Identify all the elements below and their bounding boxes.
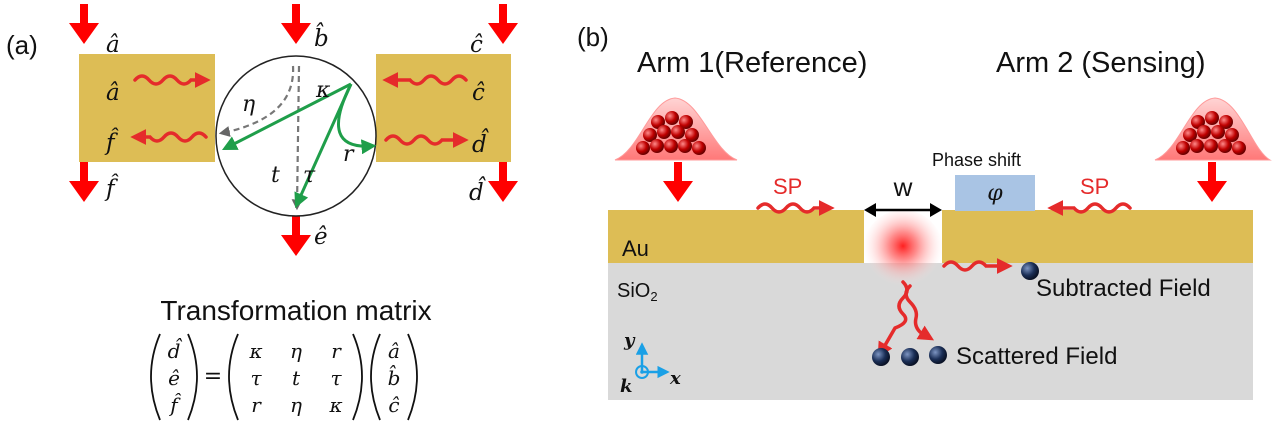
t-path-dashed xyxy=(291,65,303,211)
wavy-arrow-c-left-icon xyxy=(382,72,468,88)
arm2-title: Arm 2 (Sensing) xyxy=(996,47,1206,79)
axis-x-label: x xyxy=(669,368,681,389)
rhs-c: ĉ xyxy=(388,393,399,417)
matrix-cell: τ xyxy=(250,366,262,390)
gold-film-left xyxy=(608,210,864,263)
nanoparticle-icon xyxy=(929,346,947,364)
axis-y-label: y xyxy=(623,330,636,351)
rhs-b: b̂ xyxy=(388,364,401,390)
matrix-cell: r xyxy=(331,339,342,363)
matrix-cell: η xyxy=(290,339,302,363)
sp-label-right: SP xyxy=(1080,174,1109,199)
sp-wave-left-icon xyxy=(756,200,835,216)
output-arrow-d-icon xyxy=(488,162,518,202)
subtracted-wave-icon xyxy=(942,258,1013,274)
matrix-cell: t xyxy=(292,366,301,390)
sp-label-left: SP xyxy=(773,174,802,199)
sp-wave-right-icon xyxy=(1047,200,1132,216)
port-label-e-bottom: ê xyxy=(314,224,328,250)
port-label-b-top: b̂ xyxy=(314,23,329,52)
rhs-a: â xyxy=(388,339,400,363)
matrix-cell: κ xyxy=(328,393,342,417)
au-label: Au xyxy=(622,236,649,261)
matrix-left-paren xyxy=(228,333,239,421)
width-arrowhead-left xyxy=(864,203,876,217)
matrix-cell: κ xyxy=(248,339,262,363)
arm2-input-arrow-icon xyxy=(1197,162,1227,202)
matrix-cell: η xyxy=(290,393,302,417)
phase-shift-label: Phase shift xyxy=(932,150,1021,170)
lhs-left-paren xyxy=(150,333,161,421)
matrix-right-paren xyxy=(352,333,363,421)
port-label-a-top: â xyxy=(106,32,120,58)
subtracted-field-label: Subtracted Field xyxy=(1036,275,1211,302)
scattering-circle xyxy=(215,55,377,217)
width-arrowhead-right xyxy=(930,203,942,217)
arm1-title: Arm 1(Reference) xyxy=(637,47,867,79)
input-arrow-b-icon xyxy=(281,4,311,44)
matrix-cell: τ xyxy=(330,366,342,390)
box-label-d: d̂ xyxy=(472,129,490,158)
slit-glow xyxy=(863,210,943,290)
wavy-arrow-f-left-icon xyxy=(130,129,208,145)
right-mode-box xyxy=(376,54,511,162)
coef-kappa: κ xyxy=(315,78,331,103)
nanoparticle-icon xyxy=(1021,262,1039,280)
scatter-wave-right-icon xyxy=(904,284,935,341)
input-arrow-c-icon xyxy=(488,4,518,44)
coef-r: r xyxy=(343,142,355,167)
lhs-d: d̂ xyxy=(168,337,183,363)
wavy-arrow-a-right-icon xyxy=(133,72,211,88)
photon-bunch-left-icon xyxy=(614,97,738,161)
left-mode-box xyxy=(79,54,215,162)
box-label-c: ĉ xyxy=(472,80,485,106)
box-label-a: â xyxy=(106,80,120,106)
lhs-e: ê xyxy=(168,366,180,390)
phase-shift-element xyxy=(955,175,1035,211)
nanoparticle-icon xyxy=(872,348,890,366)
equals-sign: = xyxy=(204,364,222,389)
scattered-field-label: Scattered Field xyxy=(956,343,1117,370)
tau-path xyxy=(294,83,353,209)
lhs-right-paren xyxy=(187,333,198,421)
gold-film-right xyxy=(942,210,1253,263)
output-arrow-e-icon xyxy=(281,216,311,256)
axis-k-label: k xyxy=(620,376,632,397)
coef-eta: η xyxy=(242,92,255,117)
coef-tau: τ xyxy=(303,163,316,188)
wavy-arrow-d-right-icon xyxy=(384,132,469,148)
lhs-f: f̂ xyxy=(168,393,182,417)
port-label-d-bottom: d̂ xyxy=(469,177,487,206)
phi-symbol: φ xyxy=(987,181,1003,206)
coordinate-axes-icon xyxy=(635,342,670,379)
kappa-path xyxy=(221,82,352,151)
port-label-c-top: ĉ xyxy=(470,32,483,58)
rhs-left-paren xyxy=(370,333,381,421)
nanoparticle-icon xyxy=(901,348,919,366)
width-label: w xyxy=(893,172,913,202)
coef-t: t xyxy=(271,163,280,188)
photon-bunch-right-icon xyxy=(1154,97,1272,161)
rhs-right-paren xyxy=(407,333,418,421)
input-arrow-a-icon xyxy=(69,4,99,44)
sio2-label: SiO2 xyxy=(617,280,658,304)
matrix-equation: d̂ ê f̂ = κ η r τ t τ r η κ â b̂ ĉ xyxy=(150,333,418,421)
output-arrow-f-icon xyxy=(69,162,99,202)
matrix-title: Transformation matrix xyxy=(160,295,431,326)
panel-a-label: (a) xyxy=(6,30,38,60)
matrix-cell: r xyxy=(251,393,262,417)
panel-b-label: (b) xyxy=(577,22,609,52)
eta-path-dashed xyxy=(218,65,295,137)
port-label-f-bottom: f̂ xyxy=(104,175,119,202)
arm1-input-arrow-icon xyxy=(663,162,693,202)
